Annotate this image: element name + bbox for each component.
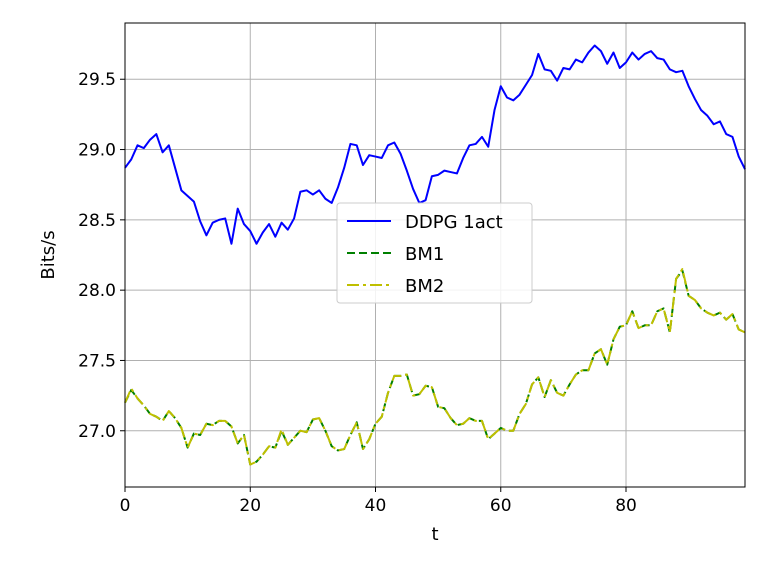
series-lines xyxy=(124,44,746,466)
series-line-bm1 xyxy=(124,269,746,466)
y-tick-label: 29.5 xyxy=(78,70,116,90)
y-axis-label: Bits/s xyxy=(38,230,59,279)
legend-label-bm2: BM2 xyxy=(405,276,444,297)
y-tick-label: 28.5 xyxy=(78,211,116,231)
x-tick-label: 40 xyxy=(365,496,387,516)
x-tick-label: 0 xyxy=(120,496,131,516)
axis-ticks: 0 20 40 60 80 27.0 27.5 28.0 28.5 29.0 29.5 xyxy=(78,70,637,516)
x-tick-label: 80 xyxy=(615,496,637,516)
x-tick-label: 20 xyxy=(239,496,261,516)
x-tick-label: 60 xyxy=(490,496,512,516)
legend-label-ddpg-1act: DDPG 1act xyxy=(405,212,503,233)
series-line-bm2 xyxy=(124,268,746,466)
legend-label-bm1: BM1 xyxy=(405,244,444,265)
y-tick-label: 27.5 xyxy=(78,351,116,371)
plot-frame xyxy=(124,22,746,488)
y-tick-label: 29.0 xyxy=(78,141,116,161)
legend-box xyxy=(336,202,533,304)
legend: DDPG 1act BM1 BM2 xyxy=(336,202,533,304)
y-tick-label: 28.0 xyxy=(78,281,116,301)
series-line-ddpg-1act xyxy=(124,44,746,245)
y-tick-label: 27.0 xyxy=(78,422,116,442)
x-axis-label: t xyxy=(431,524,438,545)
